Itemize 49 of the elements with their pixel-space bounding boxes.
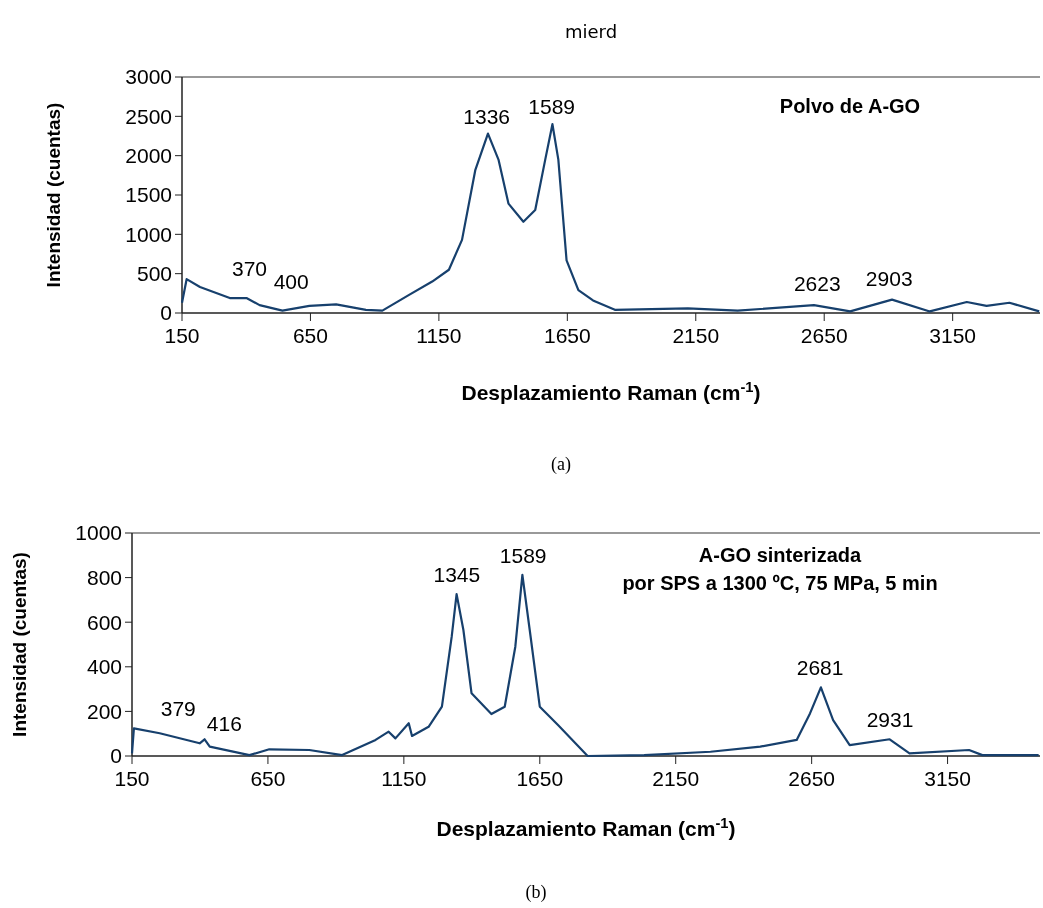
annotation: 2623: [793, 272, 841, 296]
x-tick-label: 2150: [672, 324, 720, 347]
x-tick-label: 1650: [516, 767, 564, 790]
text: (b): [525, 882, 547, 903]
y-axis-title: Intensidad (cuentas): [43, 102, 64, 288]
y-tick-label: 600: [86, 610, 122, 634]
y-tick-label: 800: [86, 565, 122, 589]
x-tick-label: 2150: [652, 767, 700, 790]
annotation: por SPS a 1300 ºC, 75 MPa, 5 min: [622, 572, 938, 594]
annotation: A-GO sinterizada: [698, 544, 862, 566]
annotation: 1589: [499, 543, 547, 567]
x-axis-title: Desplazamiento Raman (cm$^{-1}$): [461, 379, 761, 404]
y-tick-label: 1000: [75, 521, 122, 545]
annotation: 400: [273, 269, 309, 293]
x-tick-label: 2650: [788, 767, 835, 790]
x-tick-label: 650: [250, 767, 286, 790]
annotation: 370: [231, 257, 268, 281]
y-tick-label: 200: [86, 699, 122, 723]
annotation: 2931: [866, 708, 914, 732]
annotation: 1345: [433, 563, 481, 587]
x-tick-label: 3150: [929, 324, 977, 347]
x-tick-label: 650: [292, 324, 328, 347]
chart-title: mierd: [564, 21, 618, 42]
y-tick-label: 1500: [125, 183, 172, 207]
annotation: Polvo de A-GO: [779, 95, 921, 117]
x-tick-label: 150: [164, 324, 200, 347]
x-tick-label: 1650: [543, 324, 591, 347]
y-tick-label: 0: [160, 301, 172, 325]
y-tick-label: 1000: [125, 222, 172, 246]
y-axis-title: Intensidad (cuentas): [9, 552, 30, 737]
x-tick-label: 3150: [924, 767, 971, 790]
annotation: 416: [206, 711, 242, 735]
annotation: 1336: [463, 104, 511, 128]
annotation: 379: [160, 696, 196, 720]
y-tick-label: 2000: [125, 144, 172, 168]
annotation: 2903: [865, 266, 913, 290]
x-axis-title: Desplazamiento Raman (cm$^{-1}$): [436, 815, 736, 840]
y-tick-label: 400: [86, 655, 122, 679]
x-tick-label: 1150: [416, 324, 462, 347]
x-tick-label: 1150: [381, 767, 427, 790]
y-tick-label: 2500: [125, 104, 172, 128]
x-tick-label: 150: [114, 767, 150, 790]
x-tick-label: 2650: [800, 324, 848, 347]
y-tick-label: 3000: [125, 65, 172, 89]
y-tick-label: 500: [136, 262, 172, 286]
y-tick-label: 0: [110, 744, 122, 768]
annotation: 2681: [796, 656, 844, 680]
text: (a): [551, 454, 571, 475]
annotation: 1589: [528, 95, 576, 119]
